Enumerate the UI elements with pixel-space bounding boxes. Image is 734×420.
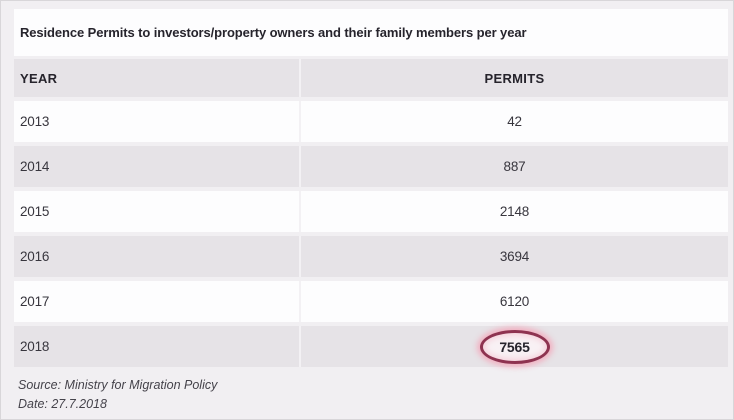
table-header-row: YEAR PERMITS: [14, 59, 728, 97]
permits-cell: 42: [301, 101, 728, 142]
table-row-2017: 2017 6120: [14, 281, 728, 322]
year-cell: 2016: [14, 236, 299, 277]
permits-value: 6120: [499, 294, 530, 309]
column-divider: [299, 59, 301, 97]
footnote: Source: Ministry for Migration Policy Da…: [14, 376, 728, 414]
figure-title-box: Residence Permits to investors/property …: [14, 9, 728, 56]
header-cell-permits: PERMITS: [301, 59, 728, 97]
permits-cell: 7565: [301, 326, 728, 367]
year-cell: 2014: [14, 146, 299, 187]
year-column-header: YEAR: [20, 70, 58, 86]
permits-cell: 2148: [301, 191, 728, 232]
column-divider: [299, 281, 301, 322]
column-divider: [299, 146, 301, 187]
year-value: 2018: [20, 339, 50, 354]
table-row-2018: 2018 7565: [14, 326, 728, 367]
table-row-2015: 2015 2148: [14, 191, 728, 232]
year-value: 2014: [20, 159, 50, 174]
permits-value: 42: [507, 114, 522, 129]
permits-cell: 887: [301, 146, 728, 187]
table-row-2014: 2014 887: [14, 146, 728, 187]
permits-value: 2148: [499, 204, 530, 219]
permits-table-figure: Residence Permits to investors/property …: [14, 9, 728, 414]
source-note: Source: Ministry for Migration Policy: [18, 378, 218, 392]
red-circle-highlight: 7565: [479, 329, 550, 364]
permits-value: 887: [503, 159, 526, 174]
year-value: 2017: [20, 294, 50, 309]
date-note: Date: 27.7.2018: [18, 396, 107, 411]
year-value: 2015: [20, 204, 50, 219]
table-row-2016: 2016 3694: [14, 236, 728, 277]
year-cell: 2013: [14, 101, 299, 142]
column-divider: [299, 191, 301, 232]
permits-column-header: PERMITS: [484, 70, 545, 86]
column-divider: [299, 236, 301, 277]
year-cell: 2017: [14, 281, 299, 322]
year-cell: 2018: [14, 326, 299, 367]
year-value: 2016: [20, 249, 50, 264]
column-divider: [299, 326, 301, 367]
figure-title: Residence Permits to investors/property …: [20, 25, 527, 40]
column-divider: [299, 101, 301, 142]
permits-cell: 6120: [301, 281, 728, 322]
permits-value-highlighted: 7565: [499, 338, 530, 355]
year-cell: 2015: [14, 191, 299, 232]
header-cell-year: YEAR: [14, 59, 299, 97]
table-row-2013: 2013 42: [14, 101, 728, 142]
year-value: 2013: [20, 114, 50, 129]
permits-cell: 3694: [301, 236, 728, 277]
permits-value: 3694: [499, 249, 530, 264]
